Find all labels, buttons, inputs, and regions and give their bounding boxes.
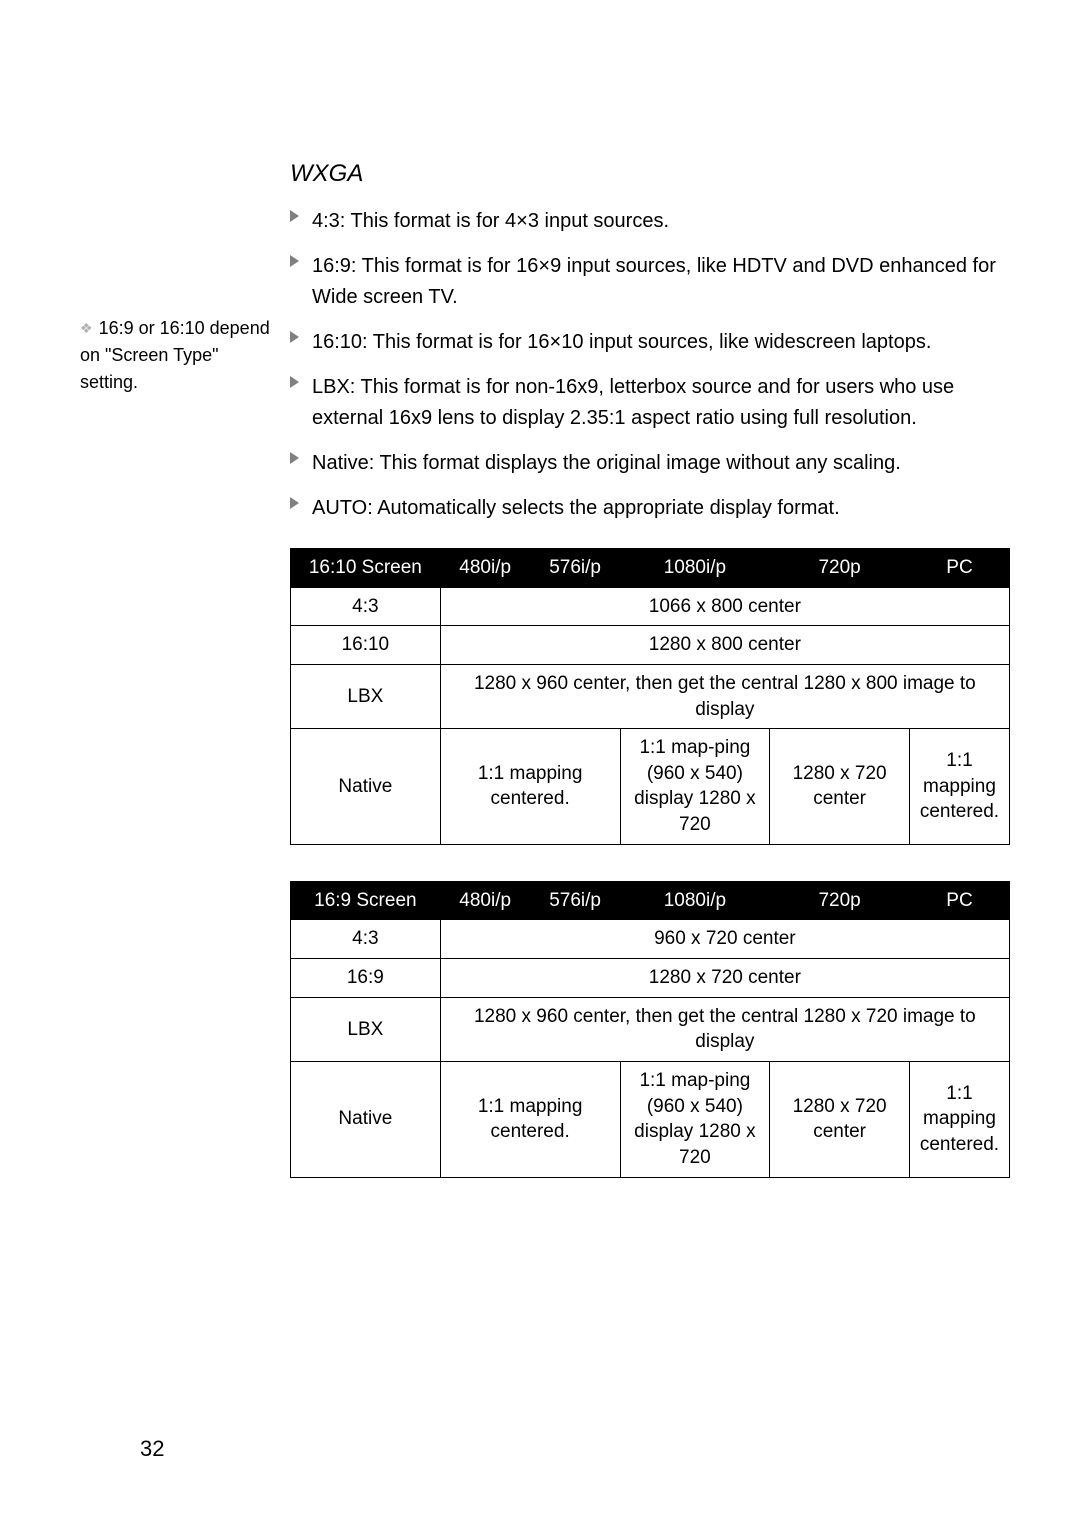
bullet-text: 4:3: This format is for 4×3 input source… <box>312 210 669 232</box>
td: 1:1 mapping centered. <box>909 729 1009 845</box>
td-merged: 1280 x 960 center, then get the central … <box>440 997 1009 1061</box>
table-row: Native 1:1 mapping centered. 1:1 map-pin… <box>291 729 1010 845</box>
main-content: WXGA 4:3: This format is for 4×3 input s… <box>290 160 1010 1178</box>
th: 1080i/p <box>620 881 770 920</box>
td-merged: 1066 x 800 center <box>440 587 1009 626</box>
diamond-icon: ❖ <box>80 318 93 339</box>
td-merged: 1280 x 720 center <box>440 959 1009 998</box>
bullet-text: AUTO: Automatically selects the appropri… <box>312 497 840 519</box>
page-number: 32 <box>140 1436 164 1462</box>
td-label: LBX <box>291 664 441 728</box>
td: 1:1 map-ping (960 x 540) display 1280 x … <box>620 1061 770 1177</box>
th: 480i/p <box>440 881 530 920</box>
td-label: 16:9 <box>291 959 441 998</box>
th: PC <box>909 549 1009 588</box>
table-row: 4:3 960 x 720 center <box>291 920 1010 959</box>
sidebar-note-text: 16:9 or 16:10 depend on "Screen Type" se… <box>80 318 270 392</box>
bullet-list: 4:3: This format is for 4×3 input source… <box>290 206 1010 524</box>
td-merged: 1280 x 800 center <box>440 626 1009 665</box>
td-label: Native <box>291 1061 441 1177</box>
bullet-text: LBX: This format is for non-16x9, letter… <box>312 376 954 429</box>
th: 720p <box>770 549 910 588</box>
th: 480i/p <box>440 549 530 588</box>
td-label: 4:3 <box>291 920 441 959</box>
td: 1:1 mapping centered. <box>440 1061 620 1177</box>
table-row: 16:9 1280 x 720 center <box>291 959 1010 998</box>
th: 576i/p <box>530 881 620 920</box>
table-16-9: 16:9 Screen 480i/p 576i/p 1080i/p 720p P… <box>290 881 1010 1178</box>
td: 1280 x 720 center <box>770 1061 910 1177</box>
bullet-text: 16:9: This format is for 16×9 input sour… <box>312 255 996 308</box>
td: 1:1 map-ping (960 x 540) display 1280 x … <box>620 729 770 845</box>
td-label: 4:3 <box>291 587 441 626</box>
table-row: LBX 1280 x 960 center, then get the cent… <box>291 997 1010 1061</box>
td: 1:1 mapping centered. <box>909 1061 1009 1177</box>
bullet-item: 16:9: This format is for 16×9 input sour… <box>290 251 1010 313</box>
bullet-item: LBX: This format is for non-16x9, letter… <box>290 372 1010 434</box>
bullet-item: Native: This format displays the origina… <box>290 448 1010 479</box>
triangle-icon <box>290 376 299 388</box>
bullet-item: 4:3: This format is for 4×3 input source… <box>290 206 1010 237</box>
triangle-icon <box>290 331 299 343</box>
bullet-item: AUTO: Automatically selects the appropri… <box>290 493 1010 524</box>
section-title: WXGA <box>290 160 1010 188</box>
sidebar-note: ❖16:9 or 16:10 depend on "Screen Type" s… <box>80 315 270 396</box>
table-row: Native 1:1 mapping centered. 1:1 map-pin… <box>291 1061 1010 1177</box>
bullet-text: Native: This format displays the origina… <box>312 452 901 474</box>
table-header-row: 16:10 Screen 480i/p 576i/p 1080i/p 720p … <box>291 549 1010 588</box>
td: 1:1 mapping centered. <box>440 729 620 845</box>
th: PC <box>909 881 1009 920</box>
table-row: 16:10 1280 x 800 center <box>291 626 1010 665</box>
th: 720p <box>770 881 910 920</box>
th: 16:10 Screen <box>291 549 441 588</box>
triangle-icon <box>290 452 299 464</box>
table-header-row: 16:9 Screen 480i/p 576i/p 1080i/p 720p P… <box>291 881 1010 920</box>
bullet-text: 16:10: This format is for 16×10 input so… <box>312 331 931 353</box>
page: ❖16:9 or 16:10 depend on "Screen Type" s… <box>0 0 1080 1532</box>
triangle-icon <box>290 255 299 267</box>
th: 576i/p <box>530 549 620 588</box>
triangle-icon <box>290 210 299 222</box>
td-label: Native <box>291 729 441 845</box>
td-merged: 1280 x 960 center, then get the central … <box>440 664 1009 728</box>
th: 1080i/p <box>620 549 770 588</box>
td-merged: 960 x 720 center <box>440 920 1009 959</box>
th: 16:9 Screen <box>291 881 441 920</box>
bullet-item: 16:10: This format is for 16×10 input so… <box>290 327 1010 358</box>
td: 1280 x 720 center <box>770 729 910 845</box>
table-row: LBX 1280 x 960 center, then get the cent… <box>291 664 1010 728</box>
td-label: 16:10 <box>291 626 441 665</box>
triangle-icon <box>290 497 299 509</box>
table-row: 4:3 1066 x 800 center <box>291 587 1010 626</box>
td-label: LBX <box>291 997 441 1061</box>
table-16-10: 16:10 Screen 480i/p 576i/p 1080i/p 720p … <box>290 548 1010 845</box>
